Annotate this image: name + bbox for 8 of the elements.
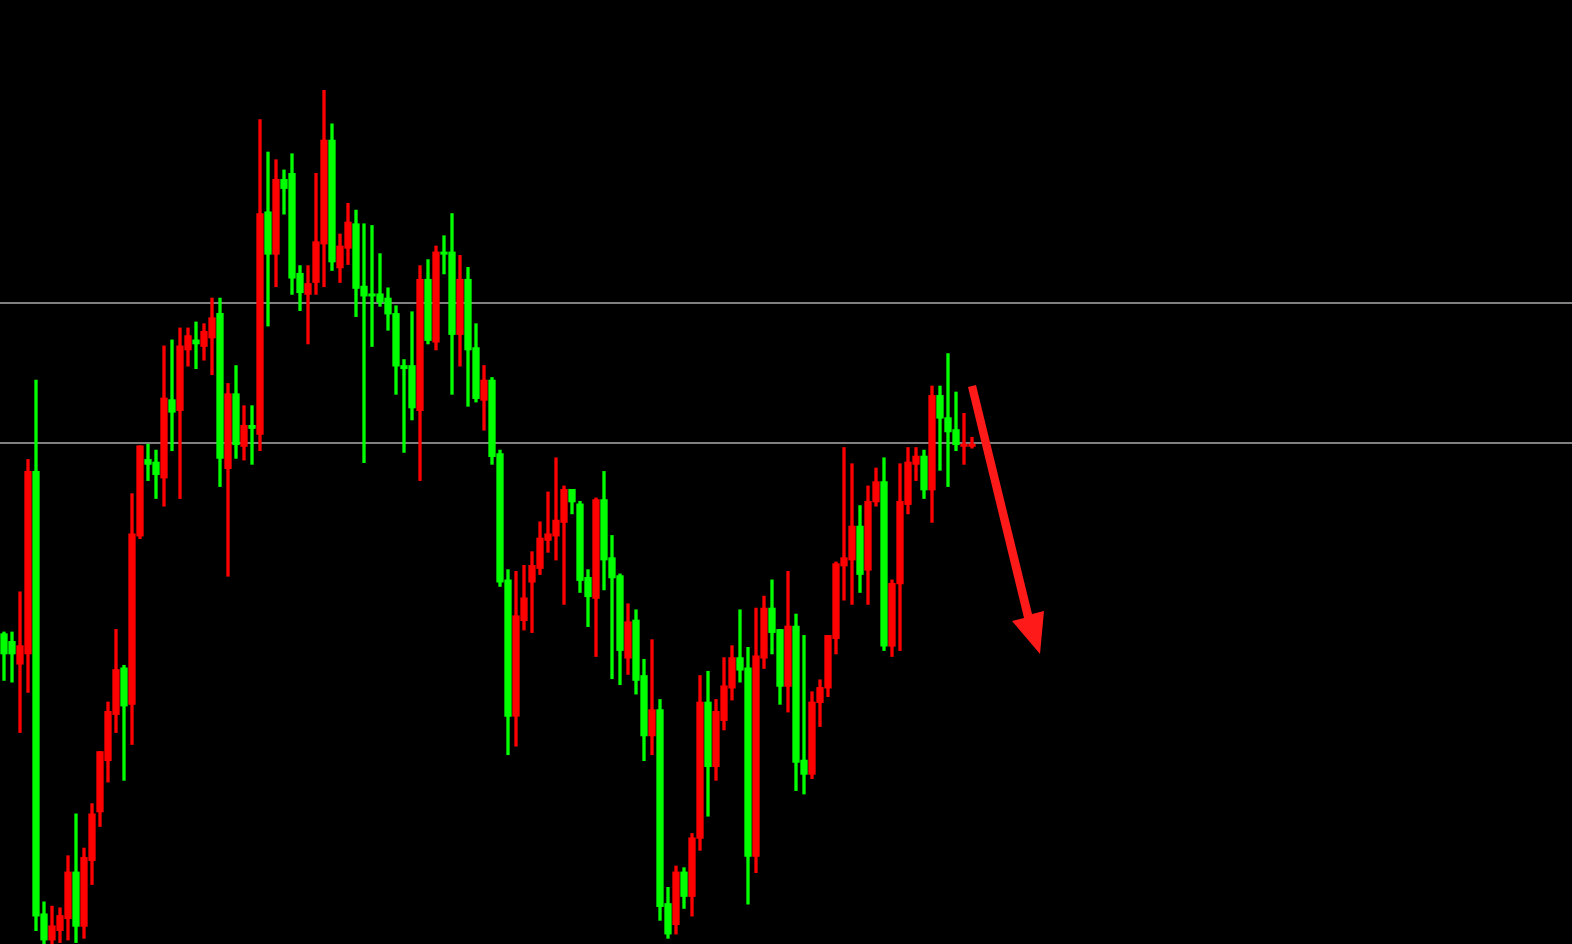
candlestick (960, 413, 968, 465)
candlestick (264, 151, 272, 327)
candlestick (944, 353, 952, 487)
candlestick (368, 225, 376, 347)
candlestick (168, 339, 176, 452)
candlestick (648, 639, 656, 756)
candlestick (248, 405, 256, 465)
candlestick (192, 321, 200, 370)
